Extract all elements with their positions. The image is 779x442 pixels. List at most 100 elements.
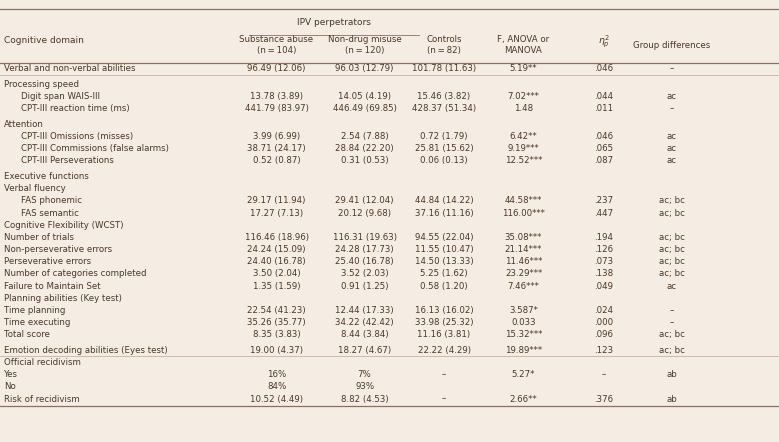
Text: 5.25 (1.62): 5.25 (1.62) (420, 270, 468, 278)
Text: 25.40 (16.78): 25.40 (16.78) (335, 257, 394, 266)
Text: 19.89***: 19.89*** (505, 346, 542, 355)
Text: Cognitive Flexibility (WCST): Cognitive Flexibility (WCST) (4, 221, 123, 230)
Text: ac; bc: ac; bc (658, 233, 685, 242)
Text: 22.22 (4.29): 22.22 (4.29) (418, 346, 471, 355)
Text: .138: .138 (594, 270, 613, 278)
Text: Executive functions: Executive functions (4, 172, 89, 181)
Text: 0.06 (0.13): 0.06 (0.13) (420, 156, 468, 165)
Text: 44.58***: 44.58*** (505, 197, 542, 206)
Text: 37.16 (11.16): 37.16 (11.16) (414, 209, 474, 217)
Text: FAS semantic: FAS semantic (21, 209, 79, 217)
Text: 24.28 (17.73): 24.28 (17.73) (335, 245, 394, 254)
Text: .046: .046 (594, 65, 613, 73)
Text: Substance abuse
(n = 104): Substance abuse (n = 104) (239, 35, 314, 55)
Text: –: – (442, 370, 446, 379)
Text: 9.19***: 9.19*** (508, 145, 539, 153)
Text: 12.44 (17.33): 12.44 (17.33) (335, 306, 394, 315)
Text: ac: ac (667, 282, 676, 290)
Text: ac: ac (667, 132, 676, 141)
Text: Failure to Maintain Set: Failure to Maintain Set (4, 282, 100, 290)
Text: –: – (442, 395, 446, 404)
Text: ac: ac (667, 145, 676, 153)
Text: 34.22 (42.42): 34.22 (42.42) (335, 318, 394, 327)
Text: 428.37 (51.34): 428.37 (51.34) (412, 104, 476, 113)
Text: F, ANOVA or
MANOVA: F, ANOVA or MANOVA (498, 35, 549, 55)
Text: 96.03 (12.79): 96.03 (12.79) (336, 65, 393, 73)
Text: ac: ac (667, 156, 676, 165)
Text: .049: .049 (594, 282, 613, 290)
Text: IPV perpetrators: IPV perpetrators (298, 18, 371, 27)
Text: 2.66**: 2.66** (509, 395, 538, 404)
Text: 7.02***: 7.02*** (508, 92, 539, 101)
Text: 446.49 (69.85): 446.49 (69.85) (333, 104, 397, 113)
Text: No: No (4, 382, 16, 391)
Text: ac; bc: ac; bc (658, 330, 685, 339)
Text: ab: ab (666, 370, 677, 379)
Text: Time planning: Time planning (4, 306, 65, 315)
Text: 94.55 (22.04): 94.55 (22.04) (414, 233, 474, 242)
Text: $\eta_p^2$: $\eta_p^2$ (597, 33, 610, 49)
Text: 116.00***: 116.00*** (502, 209, 545, 217)
Text: Total score: Total score (4, 330, 50, 339)
Text: 0.58 (1.20): 0.58 (1.20) (420, 282, 468, 290)
Text: Risk of recidivism: Risk of recidivism (4, 395, 79, 404)
Text: Perseverative errors: Perseverative errors (4, 257, 91, 266)
Text: 15.32***: 15.32*** (505, 330, 542, 339)
Text: 17.27 (7.13): 17.27 (7.13) (250, 209, 303, 217)
Text: FAS phonemic: FAS phonemic (21, 197, 82, 206)
Text: .123: .123 (594, 346, 613, 355)
Text: 16%: 16% (267, 370, 286, 379)
Text: 11.16 (3.81): 11.16 (3.81) (418, 330, 471, 339)
Text: 0.033: 0.033 (511, 318, 536, 327)
Text: ac; bc: ac; bc (658, 197, 685, 206)
Text: 8.44 (3.84): 8.44 (3.84) (340, 330, 389, 339)
Text: Planning abilities (Key test): Planning abilities (Key test) (4, 294, 122, 303)
Text: ac: ac (667, 92, 676, 101)
Text: 44.84 (14.22): 44.84 (14.22) (414, 197, 474, 206)
Text: .000: .000 (594, 318, 613, 327)
Text: 441.79 (83.97): 441.79 (83.97) (245, 104, 308, 113)
Text: Attention: Attention (4, 120, 44, 129)
Text: 7.46***: 7.46*** (508, 282, 539, 290)
Text: ac; bc: ac; bc (658, 209, 685, 217)
Text: 22.54 (41.23): 22.54 (41.23) (247, 306, 306, 315)
Text: 24.24 (15.09): 24.24 (15.09) (247, 245, 306, 254)
Text: 5.19**: 5.19** (509, 65, 538, 73)
Text: 19.00 (4.37): 19.00 (4.37) (250, 346, 303, 355)
Text: 2.54 (7.88): 2.54 (7.88) (340, 132, 389, 141)
Text: 35.08***: 35.08*** (505, 233, 542, 242)
Text: 6.42**: 6.42** (509, 132, 538, 141)
Text: .447: .447 (594, 209, 613, 217)
Text: 3.52 (2.03): 3.52 (2.03) (340, 270, 389, 278)
Text: Cognitive domain: Cognitive domain (4, 36, 84, 45)
Text: .073: .073 (594, 257, 613, 266)
Text: .065: .065 (594, 145, 613, 153)
Text: –: – (669, 306, 674, 315)
Text: 29.41 (12.04): 29.41 (12.04) (335, 197, 394, 206)
Text: Time executing: Time executing (4, 318, 70, 327)
Text: 3.50 (2.04): 3.50 (2.04) (252, 270, 301, 278)
Text: 0.52 (0.87): 0.52 (0.87) (252, 156, 301, 165)
Text: .126: .126 (594, 245, 613, 254)
Text: Controls
(n = 82): Controls (n = 82) (426, 35, 462, 55)
Text: CPT-III Omissions (misses): CPT-III Omissions (misses) (21, 132, 133, 141)
Text: 25.81 (15.62): 25.81 (15.62) (414, 145, 474, 153)
Text: –: – (669, 65, 674, 73)
Text: Official recidivism: Official recidivism (4, 358, 81, 367)
Text: 93%: 93% (355, 382, 374, 391)
Text: 13.78 (3.89): 13.78 (3.89) (250, 92, 303, 101)
Text: 116.46 (18.96): 116.46 (18.96) (245, 233, 308, 242)
Text: 11.55 (10.47): 11.55 (10.47) (414, 245, 474, 254)
Text: Yes: Yes (4, 370, 18, 379)
Text: ac; bc: ac; bc (658, 245, 685, 254)
Text: .376: .376 (594, 395, 613, 404)
Text: 8.82 (4.53): 8.82 (4.53) (340, 395, 389, 404)
Text: ac; bc: ac; bc (658, 257, 685, 266)
Text: 1.48: 1.48 (514, 104, 533, 113)
Text: 14.50 (13.33): 14.50 (13.33) (414, 257, 474, 266)
Text: .011: .011 (594, 104, 613, 113)
Text: 38.71 (24.17): 38.71 (24.17) (247, 145, 306, 153)
Text: 35.26 (35.77): 35.26 (35.77) (247, 318, 306, 327)
Text: ac; bc: ac; bc (658, 346, 685, 355)
Text: .194: .194 (594, 233, 613, 242)
